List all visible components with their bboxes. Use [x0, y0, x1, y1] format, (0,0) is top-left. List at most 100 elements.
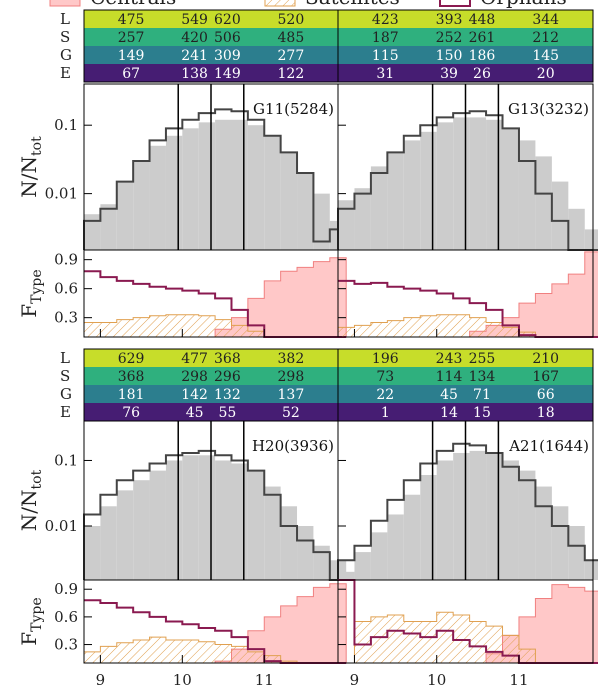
- count-G-3: 137: [278, 387, 305, 403]
- count-S-2: 261: [469, 30, 496, 46]
- gray-bar: [387, 514, 404, 580]
- count-L-2: 448: [469, 12, 496, 28]
- xtick-label: 11: [255, 671, 274, 689]
- gray-bar: [502, 460, 519, 580]
- gray-bar: [387, 152, 404, 250]
- gray-bar: [247, 125, 265, 250]
- gray-bar: [403, 140, 421, 250]
- gray-bar: [280, 152, 298, 250]
- count-S-3: 212: [532, 30, 559, 46]
- gray-bar: [486, 452, 503, 580]
- xtick-label: 10: [173, 671, 192, 689]
- top-ylabel: N/Ntot: [17, 469, 45, 531]
- legend-label-orphans: Orphans: [480, 0, 567, 9]
- gray-bar: [370, 166, 388, 250]
- count-L-2: 368: [214, 351, 241, 367]
- count-S-0: 187: [372, 30, 399, 46]
- count-L-0: 629: [118, 351, 145, 367]
- legend-label-satellites: Satellites: [305, 0, 400, 9]
- line-histogram: [83, 449, 347, 581]
- count-S-2: 134: [469, 369, 496, 385]
- gray-bar: [297, 526, 314, 580]
- table-row-S: [338, 28, 593, 46]
- count-E-0: 31: [376, 66, 394, 82]
- count-S-0: 257: [118, 30, 145, 46]
- panel-1: 423 393 448 344 187 252 261 212 115 150 186 145 31 39…: [337, 9, 598, 338]
- count-E-3: 52: [282, 405, 300, 421]
- gray-bar: [403, 494, 421, 580]
- count-S-1: 252: [436, 30, 463, 46]
- bot-ylabel-sub: Type: [29, 597, 45, 632]
- row-letter-L: L: [60, 349, 70, 367]
- panel-label: H20(3936): [252, 437, 334, 455]
- count-L-3: 520: [278, 12, 305, 28]
- count-L-1: 477: [181, 351, 208, 367]
- panel-label: G13(3232): [508, 100, 589, 118]
- count-E-0: 67: [122, 66, 140, 82]
- gray-bar: [133, 480, 150, 580]
- gray-bar: [568, 208, 585, 250]
- count-E-1: 14: [440, 405, 458, 421]
- gray-bar: [182, 128, 199, 250]
- count-S-2: 506: [214, 30, 241, 46]
- gray-bar: [247, 470, 265, 580]
- gray-bar: [502, 128, 519, 250]
- count-G-2: 132: [214, 387, 241, 403]
- table-row-G: [84, 385, 338, 403]
- ylabel-group-1: N/Ntot FType: [17, 469, 45, 645]
- count-G-0: 149: [118, 48, 145, 64]
- count-E-0: 1: [381, 405, 390, 421]
- count-E-1: 45: [186, 405, 204, 421]
- xtick-label: 10: [427, 671, 446, 689]
- gray-bar: [100, 506, 117, 580]
- gray-bar: [313, 545, 330, 580]
- gray-bar: [165, 135, 183, 250]
- table-row-G: [338, 385, 593, 403]
- table-row-L: [338, 10, 593, 28]
- top-ylabel: N/Ntot: [17, 136, 45, 198]
- gray-bar: [149, 470, 166, 580]
- gray-bar: [486, 119, 503, 250]
- panel-label: G11(5284): [253, 100, 334, 118]
- gray-bar: [264, 486, 281, 580]
- gray-bar: [469, 450, 487, 580]
- count-E-3: 18: [537, 405, 555, 421]
- top-ytick-label: 0.01: [45, 185, 78, 203]
- gray-bar: [231, 463, 248, 580]
- count-S-3: 298: [278, 369, 305, 385]
- satellites-fill: [83, 636, 347, 664]
- top-ylabel-main: N/N: [17, 156, 41, 198]
- legend: Centrals Satellites Orphans: [49, 0, 567, 9]
- count-G-2: 71: [473, 387, 491, 403]
- top-ytick-label: 0.01: [45, 517, 78, 535]
- gray-bar: [420, 131, 437, 250]
- bot-ylabel-main: F: [17, 304, 41, 318]
- bot-ylabel: FType: [17, 597, 45, 645]
- count-S-2: 296: [214, 369, 241, 385]
- table-row-E: [338, 403, 593, 421]
- count-L-0: 475: [118, 12, 145, 28]
- gray-bar: [370, 532, 388, 580]
- count-L-3: 382: [278, 351, 305, 367]
- gray-bar: [551, 181, 569, 250]
- top-ylabel-sub: tot: [29, 136, 45, 156]
- gray-bar: [198, 122, 216, 250]
- count-S-0: 368: [118, 369, 145, 385]
- count-L-0: 423: [372, 12, 399, 28]
- top-ylabel-sub: tot: [29, 469, 45, 489]
- gray-bar: [116, 181, 134, 250]
- gray-bar: [198, 455, 216, 580]
- count-E-3: 122: [278, 66, 305, 82]
- gray-bar: [338, 200, 355, 250]
- gray-bar: [149, 145, 166, 250]
- table-row-S: [84, 367, 338, 385]
- count-S-0: 73: [376, 369, 394, 385]
- legend-label-centrals: Centrals: [90, 0, 176, 9]
- count-E-2: 149: [214, 66, 241, 82]
- table-row-E: [84, 403, 338, 421]
- table-row-E: [84, 64, 338, 82]
- gray-bar: [215, 119, 232, 250]
- row-letter-S: S: [60, 28, 70, 46]
- bot-ytick-label: 0.9: [54, 251, 78, 269]
